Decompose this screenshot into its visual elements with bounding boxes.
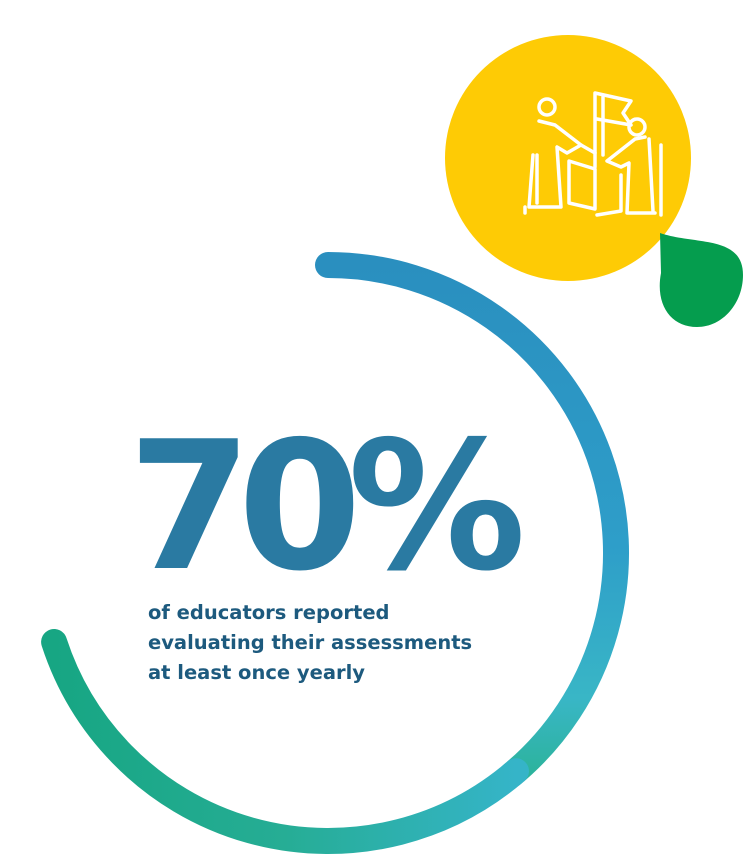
stat-caption-line: at least once yearly xyxy=(148,661,366,684)
stat-percentage: 70% xyxy=(128,403,526,610)
badge-circle xyxy=(445,35,691,281)
stat-block: 70% of educators reported evaluating the… xyxy=(125,418,585,688)
teamwork-flag-icon xyxy=(523,91,663,217)
badge xyxy=(445,35,743,327)
progress-ring-arc-left xyxy=(41,629,529,855)
stat-caption-line: evaluating their assessments xyxy=(148,631,473,654)
progress-ring-arc-right xyxy=(315,252,630,788)
stat-caption: of educators reported evaluating their a… xyxy=(148,598,548,688)
badge-drop xyxy=(659,233,743,327)
stat-caption-line: of educators reported xyxy=(148,601,390,624)
